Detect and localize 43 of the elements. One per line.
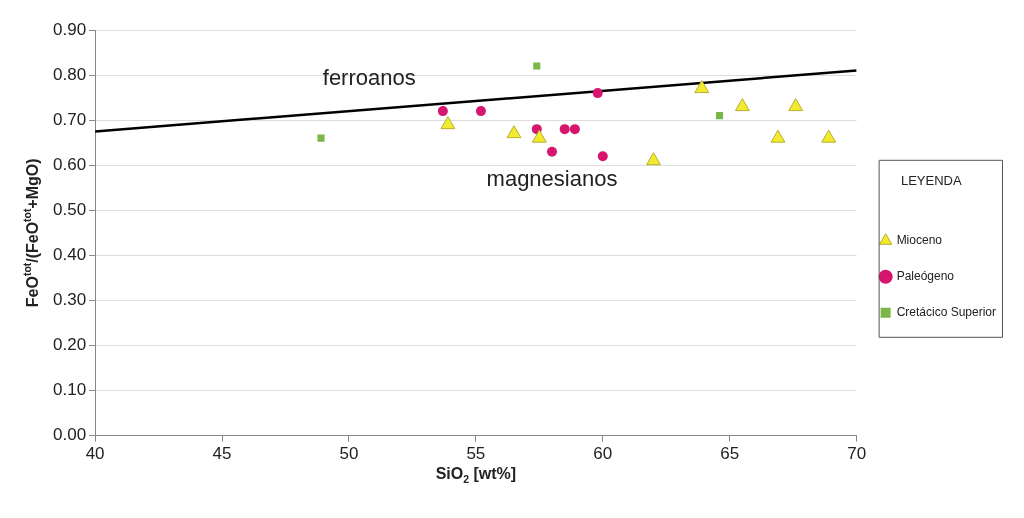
y-tick-label: 0.80 — [52, 64, 87, 84]
point — [734, 98, 750, 112]
point — [531, 129, 547, 143]
legend-title: LEYENDA — [900, 173, 962, 189]
point — [788, 98, 804, 112]
x-tick-label: 55 — [466, 444, 486, 464]
point — [440, 116, 456, 130]
point — [716, 112, 724, 120]
x-tick-label: 40 — [85, 444, 105, 464]
x-tick-label: 60 — [593, 444, 613, 464]
point — [694, 80, 710, 94]
point — [533, 62, 541, 70]
y-tick-label: 0.40 — [52, 245, 87, 265]
y-tick-label: 0.50 — [52, 199, 87, 219]
point — [437, 106, 448, 117]
point — [646, 152, 661, 166]
point — [317, 134, 325, 142]
x-tick-label: 45 — [212, 444, 232, 464]
y-tick-label: 0.10 — [52, 380, 87, 400]
y-tick-label: 0.30 — [52, 290, 87, 310]
legend-label: Cretácico Superior — [896, 305, 996, 320]
point — [569, 124, 580, 135]
point — [821, 129, 837, 143]
x-tick-label: 65 — [720, 444, 740, 464]
point — [597, 151, 608, 162]
point — [506, 125, 522, 139]
legend-label: Paleógeno — [896, 269, 955, 284]
point — [592, 88, 603, 99]
y-tick-label: 0.20 — [52, 335, 87, 355]
point — [475, 106, 486, 117]
annotation: magnesianos — [486, 166, 618, 192]
y-tick-label: 0.90 — [52, 19, 87, 39]
point — [770, 129, 786, 143]
x-tick-label: 50 — [339, 444, 359, 464]
y-tick-label: 0.70 — [52, 109, 87, 129]
x-tick-label: 70 — [847, 444, 867, 464]
point — [559, 124, 570, 135]
y-tick-label: 0.60 — [52, 154, 87, 174]
y-axis-title: FeOtot/(FeOtot+MgO) — [22, 158, 42, 308]
annotation: ferroanos — [322, 64, 416, 90]
legend-label: Mioceno — [896, 233, 943, 248]
y-tick-label: 0.00 — [52, 425, 87, 445]
point — [547, 146, 558, 157]
